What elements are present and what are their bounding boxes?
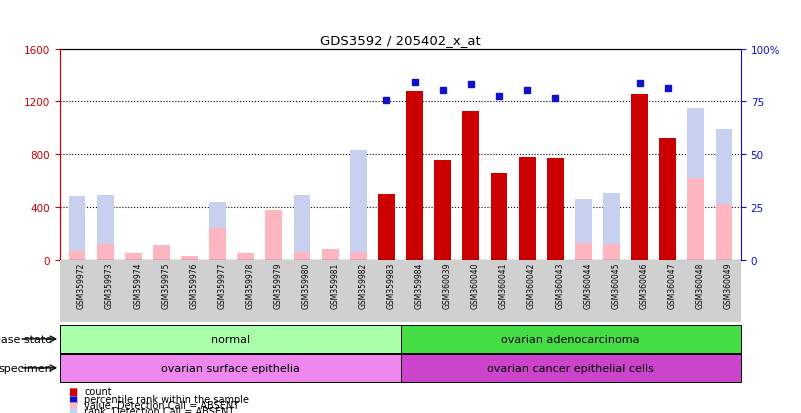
Text: GSM359983: GSM359983 [386, 262, 396, 309]
Bar [400, 325, 741, 353]
Text: GSM359980: GSM359980 [302, 262, 311, 309]
Bar [547, 159, 564, 260]
Text: GSM360040: GSM360040 [471, 262, 480, 309]
Bar [294, 252, 311, 260]
Text: GSM359981: GSM359981 [330, 262, 339, 308]
Bar [209, 229, 226, 260]
Text: GSM359973: GSM359973 [105, 262, 114, 309]
Bar [350, 151, 367, 260]
Bar [69, 251, 86, 260]
Bar [153, 246, 170, 260]
Bar [322, 249, 339, 260]
Bar [406, 92, 423, 260]
Bar [378, 195, 395, 260]
Bar [237, 254, 254, 260]
Bar [603, 244, 620, 260]
Text: GSM360045: GSM360045 [611, 262, 621, 309]
Text: percentile rank within the sample: percentile rank within the sample [84, 394, 249, 404]
Text: ovarian cancer epithelial cells: ovarian cancer epithelial cells [487, 363, 654, 373]
Text: ■: ■ [68, 400, 78, 410]
Bar [265, 210, 282, 260]
Bar [60, 354, 400, 382]
Text: GSM359972: GSM359972 [77, 262, 86, 309]
Text: GSM360044: GSM360044 [583, 262, 593, 309]
Bar [490, 173, 507, 260]
Text: rank, Detection Call = ABSENT: rank, Detection Call = ABSENT [84, 406, 235, 413]
Text: GSM360043: GSM360043 [555, 262, 564, 309]
Text: GSM360047: GSM360047 [668, 262, 677, 309]
Text: normal: normal [211, 334, 250, 344]
Bar [60, 325, 400, 353]
Text: specimen: specimen [0, 363, 52, 373]
Text: disease state: disease state [0, 334, 52, 344]
Text: ■: ■ [68, 406, 78, 413]
Bar [462, 112, 479, 260]
Text: ovarian adenocarcinoma: ovarian adenocarcinoma [501, 334, 640, 344]
Text: GSM359976: GSM359976 [190, 262, 199, 309]
Bar [687, 109, 704, 260]
Bar [575, 199, 592, 260]
Text: ■: ■ [68, 386, 78, 396]
Bar [350, 252, 367, 260]
Text: GSM359977: GSM359977 [218, 262, 227, 309]
Bar [400, 354, 741, 382]
Text: GSM360039: GSM360039 [443, 262, 452, 309]
Bar [434, 160, 451, 260]
Text: ■: ■ [68, 394, 78, 404]
Text: GSM360048: GSM360048 [696, 262, 705, 309]
Bar [687, 178, 704, 260]
Text: GSM359982: GSM359982 [358, 262, 368, 308]
Bar [659, 139, 676, 260]
Text: GSM359984: GSM359984 [415, 262, 424, 309]
Bar [519, 157, 536, 260]
Bar [715, 130, 732, 260]
Bar [69, 197, 86, 260]
Bar [97, 196, 114, 260]
Bar [603, 193, 620, 260]
Text: GSM360042: GSM360042 [527, 262, 536, 309]
Text: count: count [84, 386, 111, 396]
Text: GSM359975: GSM359975 [161, 262, 171, 309]
Bar [97, 244, 114, 260]
Bar [181, 256, 198, 260]
Bar [294, 196, 311, 260]
Bar [715, 205, 732, 260]
Text: value, Detection Call = ABSENT: value, Detection Call = ABSENT [84, 400, 239, 410]
Bar [209, 202, 226, 260]
Text: GSM360041: GSM360041 [499, 262, 508, 309]
Text: GSM359974: GSM359974 [133, 262, 143, 309]
Text: GSM360046: GSM360046 [640, 262, 649, 309]
Title: GDS3592 / 205402_x_at: GDS3592 / 205402_x_at [320, 34, 481, 47]
Bar [125, 254, 142, 260]
Text: ovarian surface epithelia: ovarian surface epithelia [161, 363, 300, 373]
Text: GSM359978: GSM359978 [246, 262, 255, 309]
Text: GSM359979: GSM359979 [274, 262, 283, 309]
Bar [575, 243, 592, 260]
Bar [631, 94, 648, 260]
Text: GSM360049: GSM360049 [724, 262, 733, 309]
